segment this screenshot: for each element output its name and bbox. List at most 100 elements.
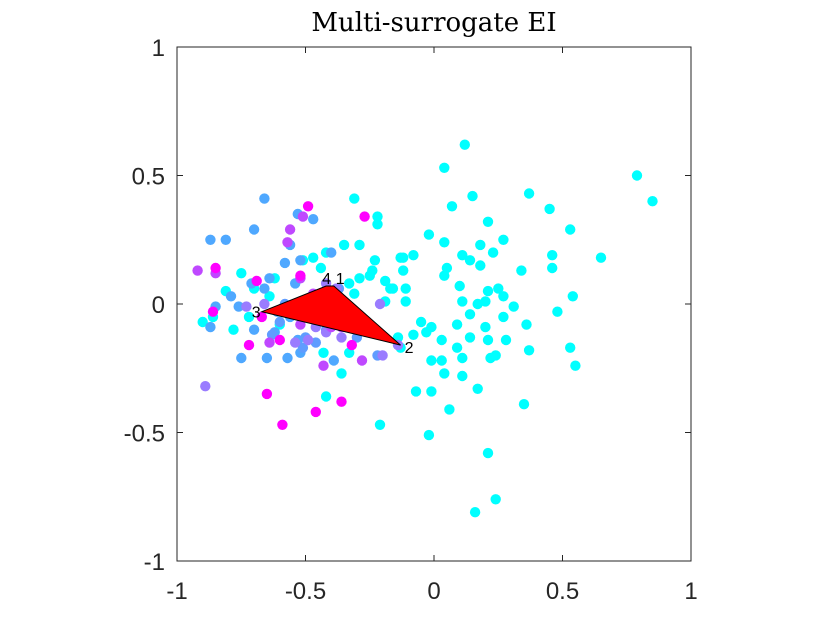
- scatter-point: [318, 360, 329, 371]
- scatter-point: [400, 296, 411, 307]
- scatter-point: [295, 255, 306, 266]
- scatter-point: [251, 275, 262, 287]
- scatter-point: [498, 291, 509, 302]
- x-tick-label: -0.5: [285, 578, 326, 605]
- scatter-point: [410, 386, 422, 397]
- scatter-point: [205, 234, 216, 245]
- scatter-point: [233, 301, 244, 312]
- scatter-point: [451, 319, 463, 330]
- scatter-point: [457, 250, 468, 261]
- scatter-point: [344, 278, 355, 289]
- scatter-point: [547, 250, 558, 261]
- scatter-point: [277, 419, 288, 430]
- scatter-point: [472, 298, 483, 310]
- scatter-point: [500, 334, 512, 346]
- scatter-point: [482, 285, 494, 297]
- scatter-point: [482, 447, 494, 459]
- scatter-point: [372, 211, 383, 222]
- scatter-point: [521, 319, 532, 330]
- scatter-point: [464, 309, 476, 320]
- scatter-point: [487, 247, 499, 258]
- scatter-point: [457, 296, 468, 307]
- scatter-point: [290, 337, 301, 348]
- chart-title: Multi-surrogate EI: [311, 8, 556, 38]
- scatter-point: [295, 270, 306, 281]
- scatter-point: [207, 306, 219, 317]
- polygon-vertex-label: 4: [322, 271, 331, 288]
- scatter-point: [439, 270, 450, 281]
- y-tick-label: 1: [152, 35, 165, 62]
- scatter-point: [354, 273, 365, 284]
- scatter-point: [490, 494, 501, 505]
- scatter-point: [439, 162, 450, 173]
- scatter-point: [631, 170, 643, 181]
- scatter-point: [346, 339, 357, 351]
- scatter-point: [469, 507, 481, 518]
- scatter-point: [454, 280, 465, 292]
- scatter-point: [338, 239, 350, 251]
- scatter-point: [349, 193, 360, 204]
- scatter-point: [475, 260, 486, 271]
- polygon-vertex-label: 1: [336, 271, 345, 288]
- scatter-point: [220, 234, 231, 245]
- scatter-point: [336, 368, 347, 379]
- scatter-point: [308, 214, 319, 225]
- scatter-point: [310, 406, 321, 418]
- scatter-point: [408, 329, 419, 340]
- scatter-point: [451, 342, 463, 353]
- scatter-point: [374, 298, 386, 310]
- scatter-point: [567, 291, 578, 302]
- scatter-point: [457, 352, 468, 364]
- scatter-point: [236, 352, 247, 364]
- scatter-point: [241, 301, 252, 312]
- scatter-point: [436, 355, 447, 366]
- scatter-point: [369, 255, 381, 266]
- y-tick-label: -1: [144, 549, 165, 576]
- scatter-point: [259, 298, 270, 310]
- scatter-point: [236, 268, 247, 279]
- scatter-point: [356, 355, 368, 366]
- scatter-point: [380, 275, 391, 287]
- scatter-point: [297, 342, 309, 353]
- scatter-point: [264, 291, 275, 302]
- polygon-vertex-label: 3: [252, 305, 261, 322]
- scatter-point: [467, 190, 478, 202]
- scatter-point: [364, 270, 375, 281]
- scatter-point: [297, 211, 309, 222]
- scatter-point: [439, 368, 450, 379]
- scatter-point: [446, 201, 458, 212]
- scatter-point: [228, 324, 239, 335]
- scatter-point: [210, 262, 221, 274]
- scatter-point: [439, 237, 450, 248]
- scatter-point: [436, 334, 447, 346]
- polygon-vertex-label: 2: [405, 340, 414, 357]
- scatter-point: [570, 360, 581, 371]
- scatter-point: [480, 321, 491, 333]
- scatter-point: [359, 211, 370, 222]
- x-tick-label: 1: [684, 578, 697, 605]
- scatter-point: [485, 352, 496, 364]
- scatter-point: [523, 188, 535, 199]
- scatter-point: [565, 224, 576, 235]
- scatter-point: [595, 252, 607, 263]
- scatter-point: [261, 388, 273, 400]
- scatter-point: [302, 201, 314, 212]
- scatter-point: [408, 250, 419, 261]
- x-tick-label: 0.5: [546, 578, 579, 605]
- scatter-point: [518, 399, 530, 410]
- scatter-point: [415, 316, 427, 328]
- scatter-point: [426, 355, 437, 366]
- scatter-point: [459, 139, 470, 150]
- scatter-point: [444, 404, 455, 415]
- scatter-point: [547, 262, 558, 274]
- scatter-point: [259, 193, 270, 204]
- scatter-point: [377, 350, 388, 361]
- scatter-point: [243, 339, 255, 351]
- scatter-point: [256, 311, 267, 323]
- y-tick-label: 0.5: [132, 164, 165, 191]
- scatter-point: [248, 324, 260, 335]
- scatter-point: [279, 257, 291, 269]
- scatter-point: [315, 262, 327, 274]
- scatter-point: [274, 316, 285, 328]
